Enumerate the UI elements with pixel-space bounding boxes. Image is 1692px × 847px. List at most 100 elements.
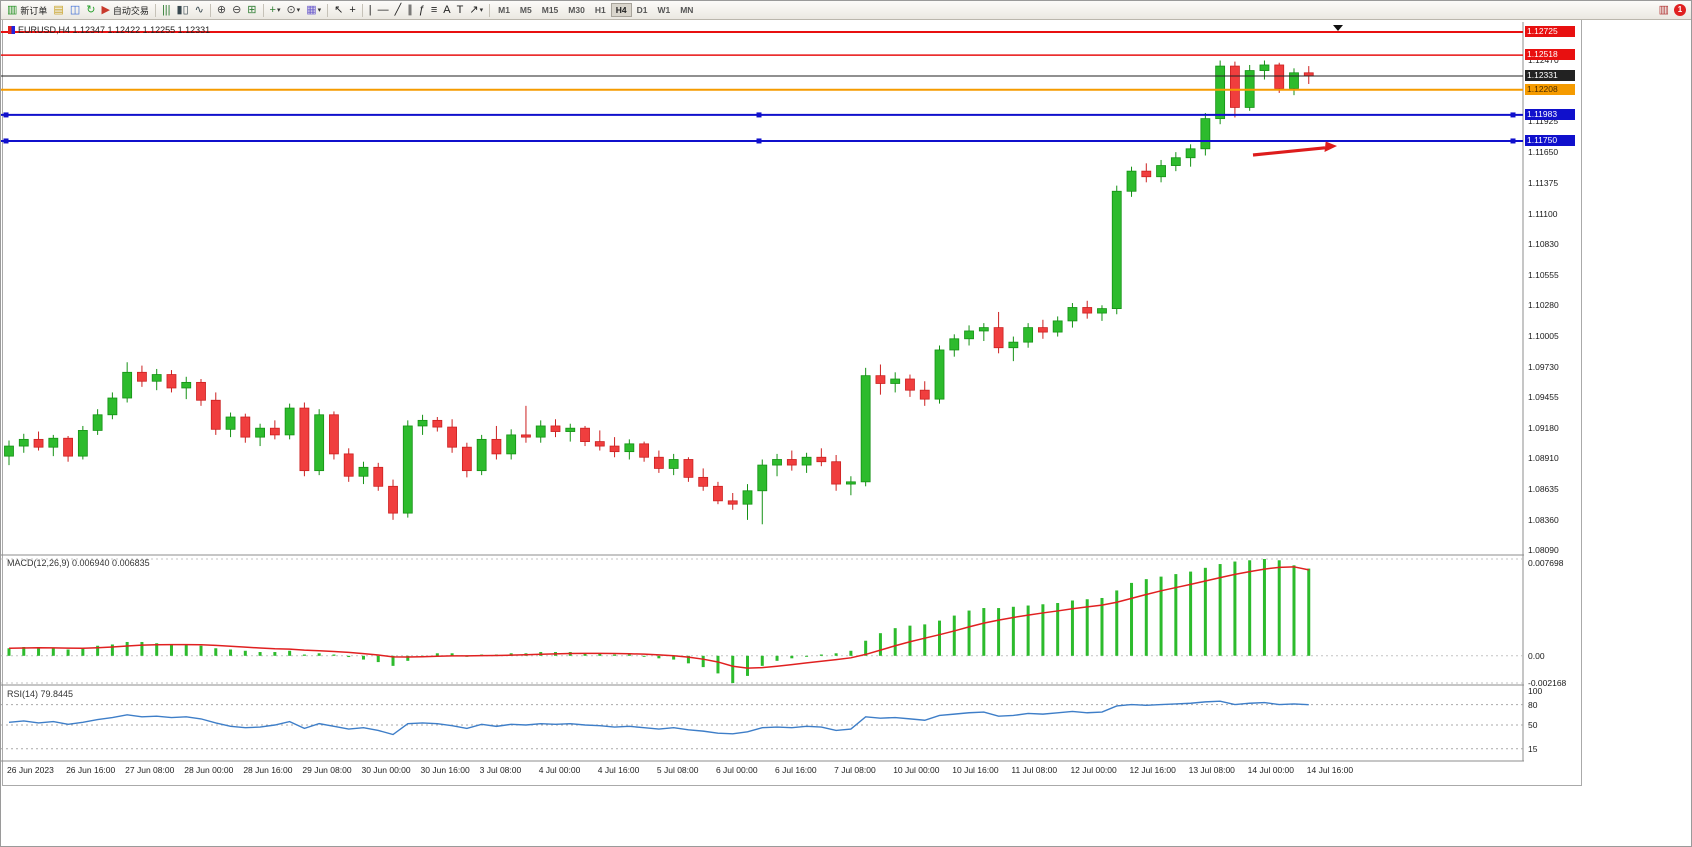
chart-shift-marker[interactable]	[1333, 25, 1343, 31]
price-axis-tick: 1.09455	[1528, 392, 1559, 403]
levels-button[interactable]: ≡	[428, 2, 440, 18]
crosshair-button[interactable]: +	[346, 2, 358, 18]
market-status-icon[interactable]: ▥	[1658, 3, 1669, 16]
autotrading-icon: ▶	[101, 3, 110, 16]
timeframe-h4[interactable]: H4	[610, 3, 632, 17]
horizontal-line-button[interactable]: —	[375, 2, 392, 18]
text-button[interactable]: A	[440, 2, 453, 18]
trendline-button[interactable]: ╱	[392, 2, 405, 18]
autotrading-button[interactable]: ▶ 自动交易	[98, 2, 151, 18]
timeframe-mn[interactable]: MN	[680, 5, 694, 15]
timeframe-m15[interactable]: M15	[541, 5, 559, 15]
rsi-label: RSI(14) 79.8445	[7, 689, 74, 699]
text-icon: A	[443, 3, 451, 16]
trend-arrow-annotation[interactable]	[1252, 141, 1337, 157]
toolbar-buttons: ▥ 新订单 ▤ ◫ ↻ ▶ 自动交易 ||| ▮▯ ∿ ⊕ ⊖ ⊞ + ▾ ⊙ ▾ ▦ ▾ ↖ + | — ╱ ∥ ƒ ≡ A T ↗ ▾ M…	[4, 1, 698, 19]
price-axis-tick: 1.10005	[1528, 330, 1559, 341]
macd-axis-label: -0.002168	[1528, 678, 1567, 689]
toolbar-separator	[154, 3, 156, 17]
toolbar: ▥ 新订单 ▤ ◫ ↻ ▶ 自动交易 ||| ▮▯ ∿ ⊕ ⊖ ⊞ + ▾ ⊙ ▾ ▦ ▾ ↖ + | — ╱ ∥ ƒ ≡ A T ↗ ▾ M…	[1, 1, 1691, 20]
toolbar-separator	[262, 3, 264, 17]
arrows-button-caret: ▾	[479, 7, 484, 14]
price-line-label: 1.12518	[1525, 49, 1575, 61]
text-label-icon: T	[456, 3, 464, 16]
zoom-in-icon: ⊕	[216, 3, 227, 16]
timeframe-h1[interactable]: H1	[594, 5, 606, 15]
new-chart-button[interactable]: ▤	[50, 2, 66, 18]
macd-signal-line	[8, 566, 1309, 669]
toolbar-separator	[327, 3, 329, 17]
time-axis-label: 14 Jul 16:00	[1306, 765, 1354, 775]
periods-button[interactable]: ⊙ ▾	[283, 2, 303, 18]
text-label-button[interactable]: T	[454, 2, 467, 18]
macd-axis-label: 0.007698	[1528, 558, 1564, 568]
timeframe-d1[interactable]: D1	[636, 5, 648, 15]
time-axis-label: 26 Jun 2023	[7, 765, 54, 775]
bar-chart-button[interactable]: |||	[159, 2, 174, 18]
periods-icon: ⊙	[286, 3, 296, 16]
chart-canvas[interactable]	[1, 19, 1524, 765]
macd-label: MACD(12,26,9) 0.006940 0.006835	[7, 558, 150, 568]
refresh-button[interactable]: ↻	[83, 2, 98, 18]
profiles-button[interactable]: ◫	[67, 2, 83, 18]
zoom-out-button[interactable]: ⊖	[229, 2, 244, 18]
time-axis-label: 30 Jun 16:00	[420, 765, 470, 775]
time-axis-label: 27 Jun 08:00	[125, 765, 175, 775]
line-handle[interactable]	[756, 138, 762, 144]
rsi-axis-label: 50	[1528, 720, 1538, 730]
arrows-button[interactable]: ↗ ▾	[466, 2, 486, 18]
new-chart-icon: ▤	[53, 3, 64, 16]
time-axis-label: 14 Jul 00:00	[1247, 765, 1294, 775]
levels-icon: ≡	[430, 3, 438, 16]
price-axis-tick: 1.09180	[1528, 423, 1559, 434]
toolbar-right: ▥ 1	[1659, 4, 1688, 16]
templates-button[interactable]: ▦ ▾	[303, 2, 324, 18]
line-handle[interactable]	[1510, 112, 1516, 118]
candlestick-chart-button[interactable]: ▮▯	[174, 2, 192, 18]
line-chart-button[interactable]: ∿	[192, 2, 207, 18]
cursor-icon: ↖	[334, 3, 344, 16]
indicators-icon: +	[269, 3, 276, 16]
tile-windows-button[interactable]: ⊞	[244, 2, 259, 18]
line-handle[interactable]	[3, 138, 9, 144]
price-axis-tick: 1.08360	[1528, 514, 1559, 525]
time-axis-label: 30 Jun 00:00	[361, 765, 411, 775]
symbol-title: EURUSD,H4 1.12347 1.12422 1.12255 1.1233…	[8, 25, 210, 35]
zoom-out-icon: ⊖	[232, 3, 242, 16]
timeframe-m5[interactable]: M5	[519, 5, 532, 15]
timeframe-m1[interactable]: M1	[498, 5, 510, 15]
price-axis-tick: 1.11375	[1528, 177, 1559, 188]
crosshair-icon: +	[349, 3, 356, 16]
fibonacci-button[interactable]: ƒ	[416, 2, 428, 18]
time-axis-label: 12 Jul 00:00	[1070, 765, 1117, 775]
price-line-label: 1.12331	[1525, 70, 1575, 82]
new-order-button[interactable]: ▥ 新订单	[4, 2, 50, 18]
price-axis-tick: 1.10280	[1528, 300, 1559, 311]
price-axis-tick: 1.10830	[1528, 238, 1559, 249]
toolbar-separator	[209, 3, 211, 17]
line-handle[interactable]	[756, 112, 762, 118]
vertical-line-button[interactable]: |	[366, 2, 375, 18]
trendline-icon: ╱	[394, 3, 402, 16]
rsi-indicator	[1, 700, 1523, 750]
time-axis-label: 7 Jul 08:00	[834, 765, 876, 775]
price-axis-tick: 1.11100	[1528, 208, 1558, 219]
timeframe-w1[interactable]: W1	[657, 5, 671, 15]
price-line-label: 1.12208	[1525, 83, 1575, 95]
templates-icon: ▦	[306, 3, 317, 16]
candlesticks	[4, 60, 1314, 525]
line-handle[interactable]	[3, 112, 9, 118]
arrows-icon: ↗	[469, 3, 479, 16]
toolbar-separator	[489, 3, 491, 17]
cursor-button[interactable]: ↖	[331, 2, 346, 18]
zoom-in-button[interactable]: ⊕	[214, 2, 229, 18]
line-handle[interactable]	[1510, 138, 1516, 144]
price-axis-tick: 1.08635	[1528, 484, 1559, 495]
notification-badge[interactable]: 1	[1674, 4, 1686, 16]
channel-button[interactable]: ∥	[404, 2, 416, 18]
indicators-button[interactable]: + ▾	[267, 2, 284, 18]
timeframe-m30[interactable]: M30	[568, 5, 585, 15]
time-axis-label: 28 Jun 00:00	[184, 765, 234, 775]
time-axis-label: 26 Jun 16:00	[66, 765, 116, 775]
